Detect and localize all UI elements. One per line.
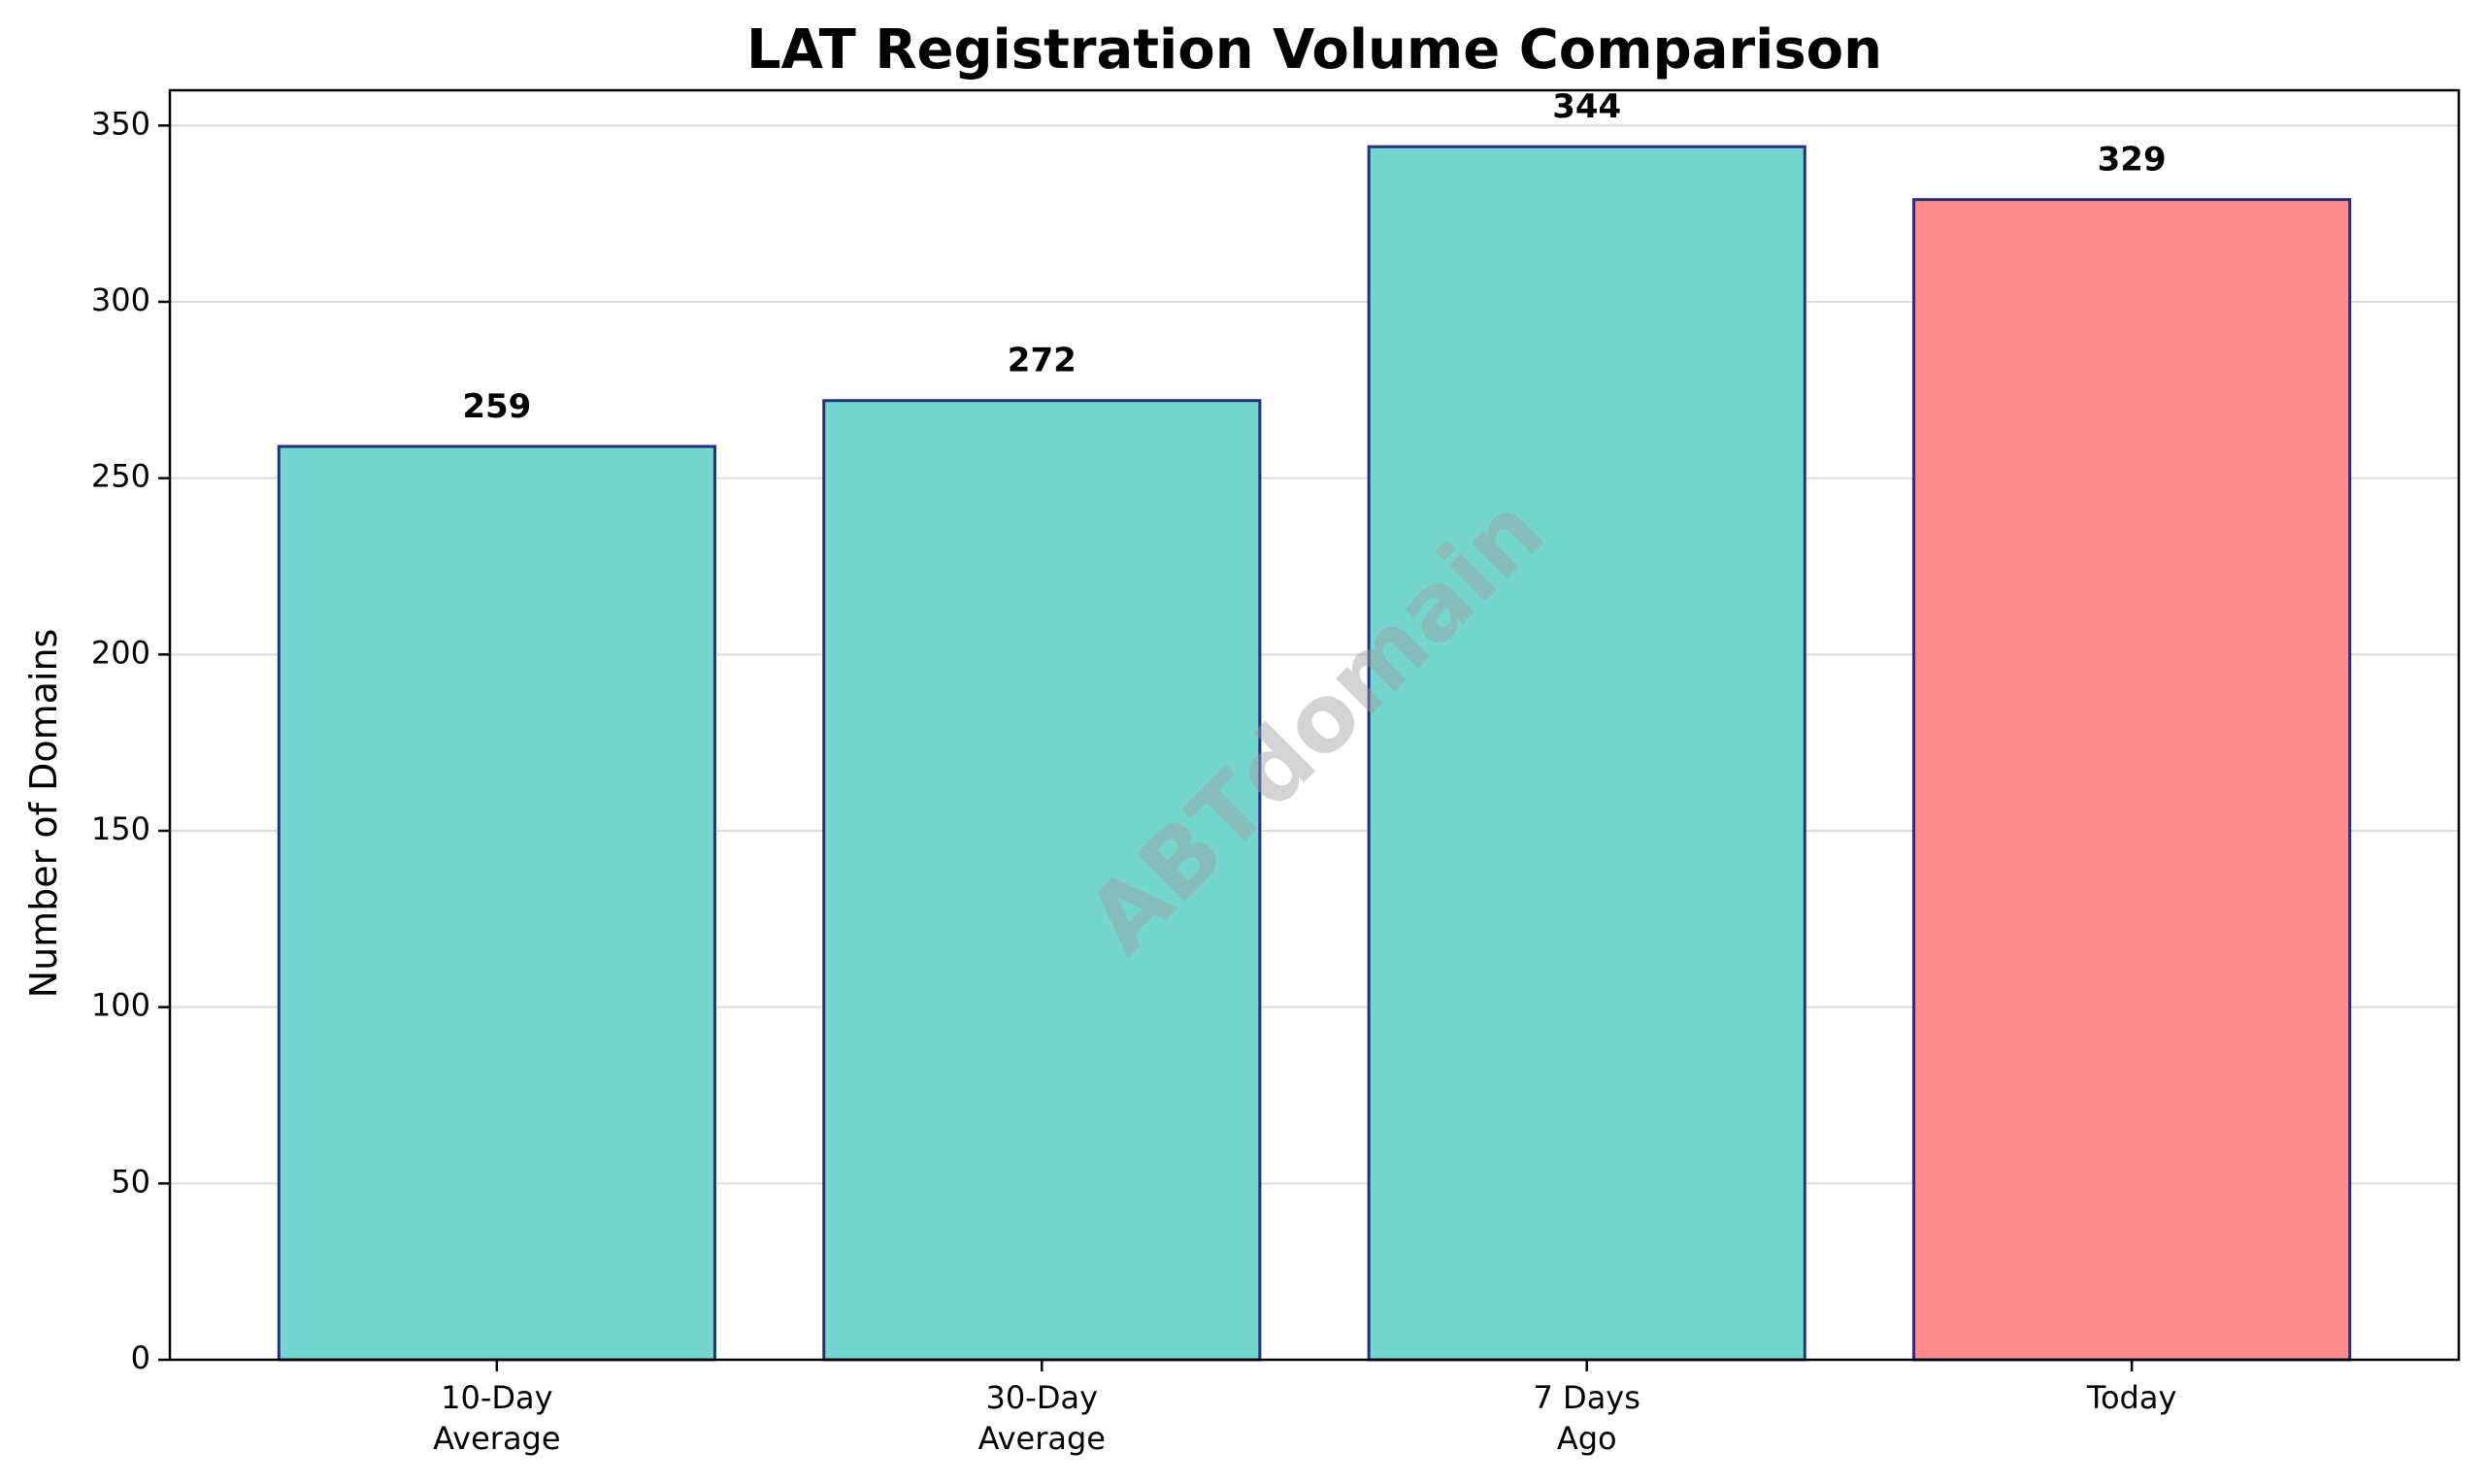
bar-3 <box>1912 198 2352 1362</box>
data-label-2: 344 <box>1552 87 1621 126</box>
y-tick-label: 350 <box>91 105 150 142</box>
plot-area-frame <box>168 88 2461 1362</box>
x-axis-ticks: 10-Day Average 30-Day Average 7 Days Ago Today <box>433 1360 2176 1457</box>
bar-1 <box>822 399 1262 1362</box>
y-tick-label: 300 <box>91 281 150 318</box>
data-label-3: 329 <box>2098 141 2167 180</box>
y-tick-label: 0 <box>131 1339 150 1376</box>
x-tick-label-2: 7 Days Ago <box>1534 1379 1640 1457</box>
x-tick-label-3: Today <box>2086 1379 2177 1416</box>
x-tick-label-1: 30-Day Average <box>978 1379 1106 1457</box>
bar-2 <box>1367 145 1806 1362</box>
y-tick-label: 50 <box>111 1163 150 1200</box>
y-tick-label: 100 <box>91 987 150 1024</box>
y-axis-label: Number of Domains <box>22 629 65 999</box>
bar-0 <box>277 445 716 1362</box>
data-label-1: 272 <box>1008 342 1077 380</box>
y-tick-label: 250 <box>91 458 150 495</box>
y-tick-label: 150 <box>91 810 150 847</box>
x-tick-label-0: 10-Day Average <box>433 1379 560 1457</box>
data-labels: 259 272 344 329 <box>462 87 2166 426</box>
y-tick-label: 200 <box>91 634 150 671</box>
y-axis-ticks: 0 50 100 150 200 250 300 350 <box>91 105 170 1376</box>
data-label-0: 259 <box>462 387 531 426</box>
chart-title: LAT Registration Volume Comparison <box>746 18 1882 82</box>
